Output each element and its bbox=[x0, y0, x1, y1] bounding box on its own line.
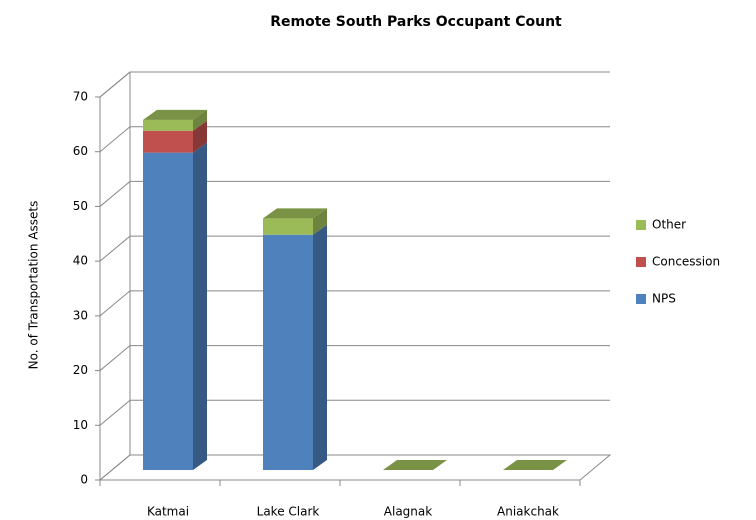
bar-top bbox=[503, 460, 567, 470]
grid-line bbox=[99, 290, 610, 317]
chart-title: Remote South Parks Occupant Count bbox=[270, 14, 562, 30]
bar-top bbox=[383, 460, 447, 470]
grid-line bbox=[99, 454, 610, 481]
bar-side bbox=[193, 142, 207, 470]
grid-line bbox=[99, 345, 610, 371]
y-axis-label: No. of Transportation Assets bbox=[27, 201, 41, 370]
x-tick-label: Alagnak bbox=[384, 505, 432, 519]
y-tick-label: 40 bbox=[73, 254, 88, 268]
legend-swatch bbox=[636, 294, 646, 304]
grid-line bbox=[99, 399, 610, 426]
grid-line bbox=[99, 126, 610, 153]
y-tick-label: 60 bbox=[73, 144, 88, 158]
y-tick-label: 30 bbox=[73, 308, 88, 322]
legend-label: Concession bbox=[652, 255, 720, 269]
legend-swatch bbox=[636, 257, 646, 267]
bar-top bbox=[143, 109, 207, 120]
y-tick-label: 20 bbox=[73, 363, 88, 377]
x-tick-label: Katmai bbox=[147, 505, 189, 519]
legend-label: NPS bbox=[652, 292, 676, 306]
y-tick-label: 50 bbox=[73, 199, 88, 213]
grid-line bbox=[99, 235, 610, 262]
bar-side bbox=[313, 224, 327, 470]
y-tick-label: 0 bbox=[80, 473, 88, 487]
grid-line bbox=[99, 180, 610, 207]
legend-label: Other bbox=[652, 218, 686, 232]
bar-side bbox=[193, 109, 207, 131]
bar-segment bbox=[143, 152, 193, 470]
bar-side bbox=[313, 208, 327, 235]
bar-segment bbox=[263, 234, 313, 470]
bar-segment bbox=[143, 119, 193, 131]
x-tick-label: Lake Clark bbox=[257, 505, 320, 519]
back-wall-edge bbox=[99, 71, 131, 480]
grid-line bbox=[99, 71, 610, 98]
bar-side bbox=[193, 120, 207, 153]
bar-top bbox=[263, 208, 327, 219]
y-tick-label: 70 bbox=[73, 90, 88, 104]
x-tick-label: Aniakchak bbox=[497, 505, 559, 519]
bar-segment bbox=[263, 218, 313, 235]
bar-segment bbox=[143, 130, 193, 153]
legend-swatch bbox=[636, 220, 646, 230]
y-tick-label: 10 bbox=[73, 418, 88, 432]
